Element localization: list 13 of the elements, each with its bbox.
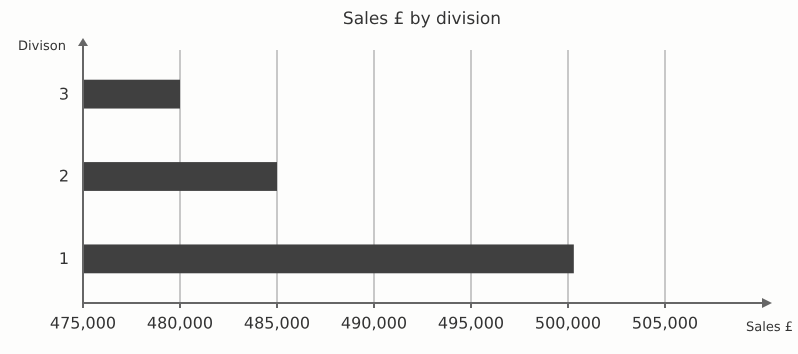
x-tick-label: 495,000 (438, 314, 504, 333)
y-tick-label: 2 (58, 166, 69, 186)
chart-title: Sales £ by division (342, 9, 502, 29)
y-tick-label: 3 (58, 84, 69, 104)
x-tick-label: 485,000 (244, 314, 310, 333)
y-tick-label: 1 (58, 248, 69, 268)
x-tick-label: 505,000 (632, 314, 698, 333)
x-tick-label: 480,000 (146, 314, 214, 333)
x-tick-label: 490,000 (340, 314, 408, 333)
y-axis-title: Divison (18, 39, 66, 54)
x-tick-label: 475,000 (50, 314, 116, 333)
x-axis-title: Sales £ (746, 320, 793, 335)
x-tick-label: 500,000 (534, 314, 602, 333)
